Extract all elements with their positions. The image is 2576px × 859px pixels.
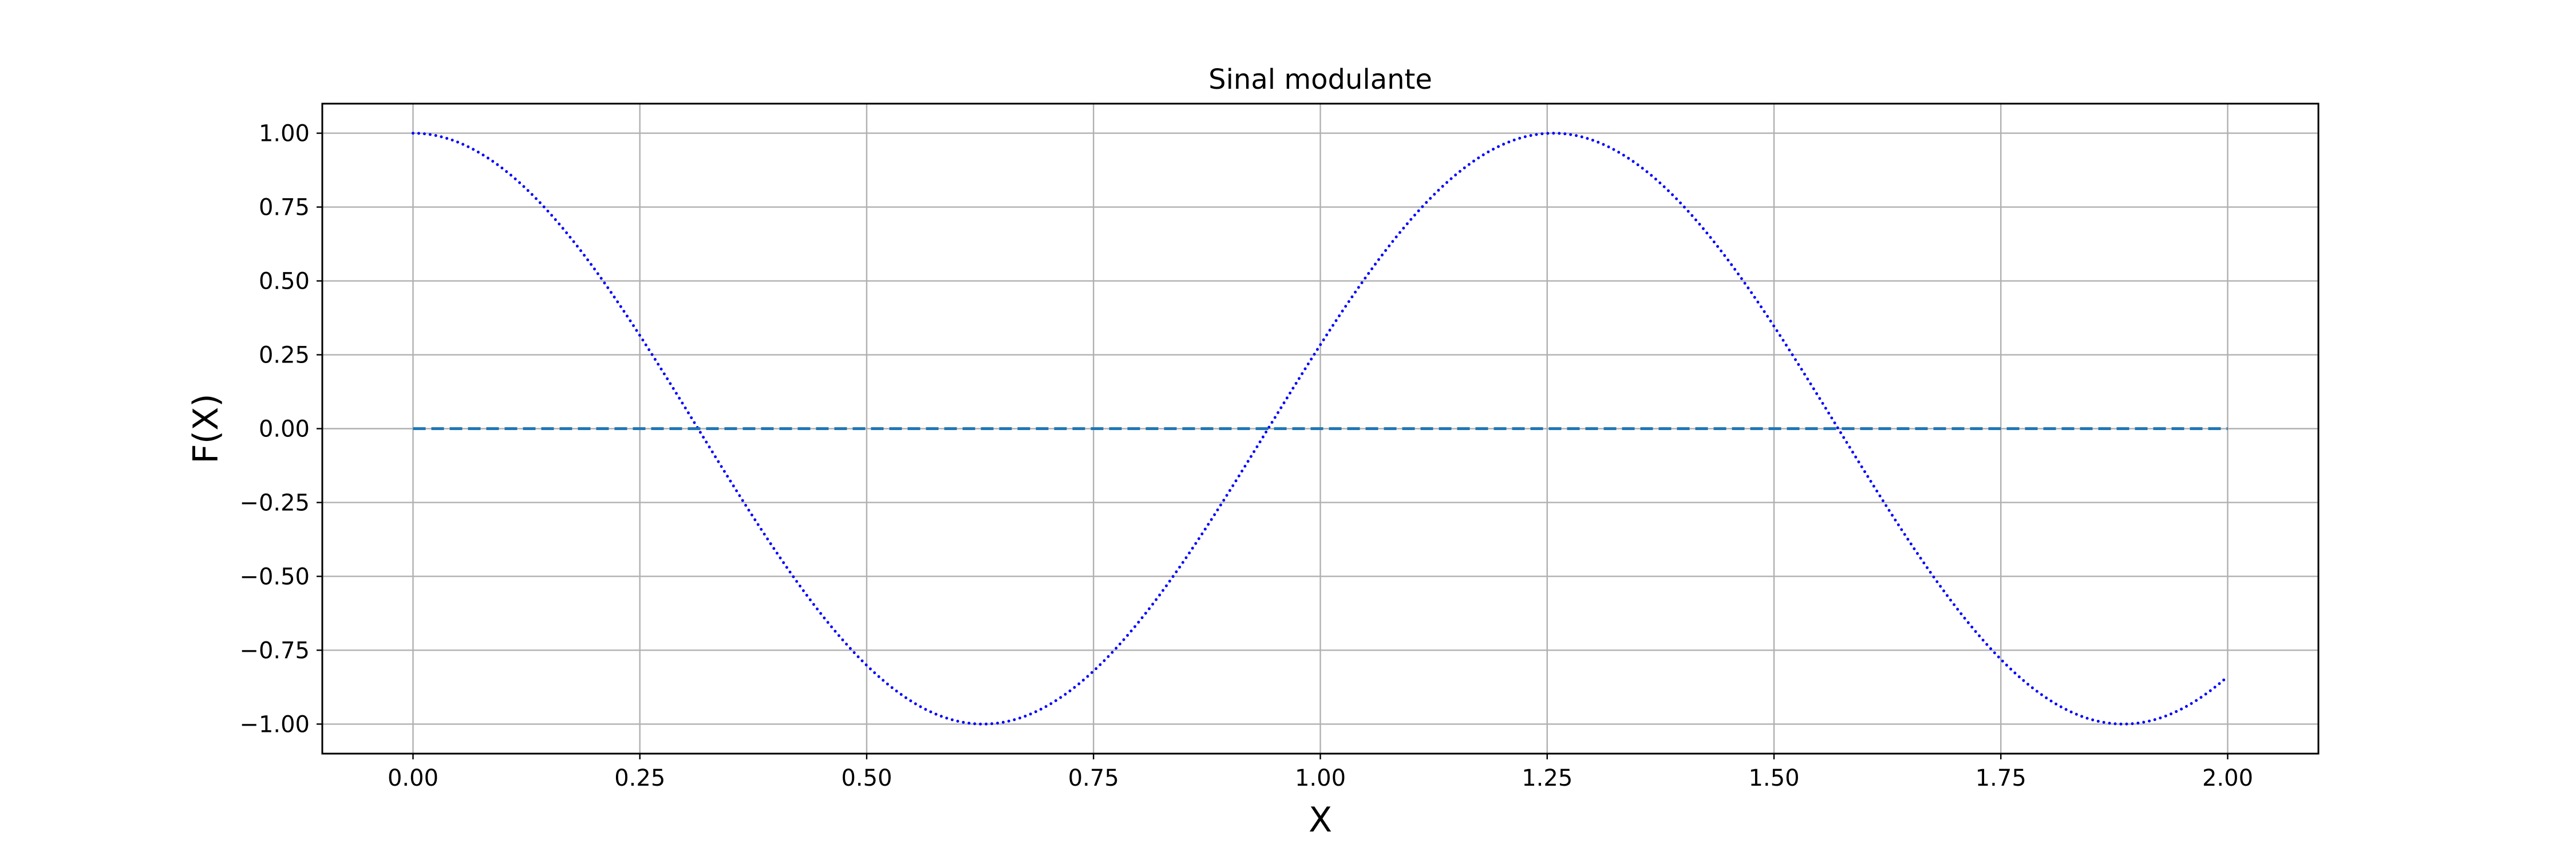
- ticks: 0.00 0.25 0.50 0.75 1.00 1.25 1.50 1.75 2.00 1.00…: [239, 121, 2253, 791]
- y-tick-label: 0.75: [259, 195, 310, 221]
- x-axis-title: X: [1309, 800, 1332, 840]
- y-tick-label: −0.50: [239, 564, 310, 590]
- chart-title: Sinal modulante: [1208, 64, 1432, 96]
- y-tick-label: 0.00: [259, 416, 310, 443]
- x-tick-label: 1.50: [1748, 765, 1799, 791]
- x-tick-label: 1.25: [1522, 765, 1573, 791]
- x-tick-label: 1.75: [1976, 765, 2026, 791]
- series-layer: [412, 132, 2229, 726]
- y-axis-title: F(X): [186, 393, 226, 463]
- x-tick-label: 0.25: [614, 765, 665, 791]
- y-tick-label: −1.00: [239, 711, 310, 738]
- y-tick-label: −0.25: [239, 490, 310, 516]
- y-tick-label: 0.50: [259, 269, 310, 295]
- y-tick-label: 1.00: [259, 121, 310, 147]
- x-tick-label: 0.50: [841, 765, 892, 791]
- x-tick-label: 2.00: [2202, 765, 2253, 791]
- x-tick-label: 1.00: [1295, 765, 1346, 791]
- series-line-dotted: [412, 132, 2229, 726]
- x-tick-label: 0.75: [1068, 765, 1119, 791]
- y-tick-label: −0.75: [239, 637, 310, 664]
- x-tick-label: 0.00: [388, 765, 438, 791]
- y-tick-label: 0.25: [259, 342, 310, 369]
